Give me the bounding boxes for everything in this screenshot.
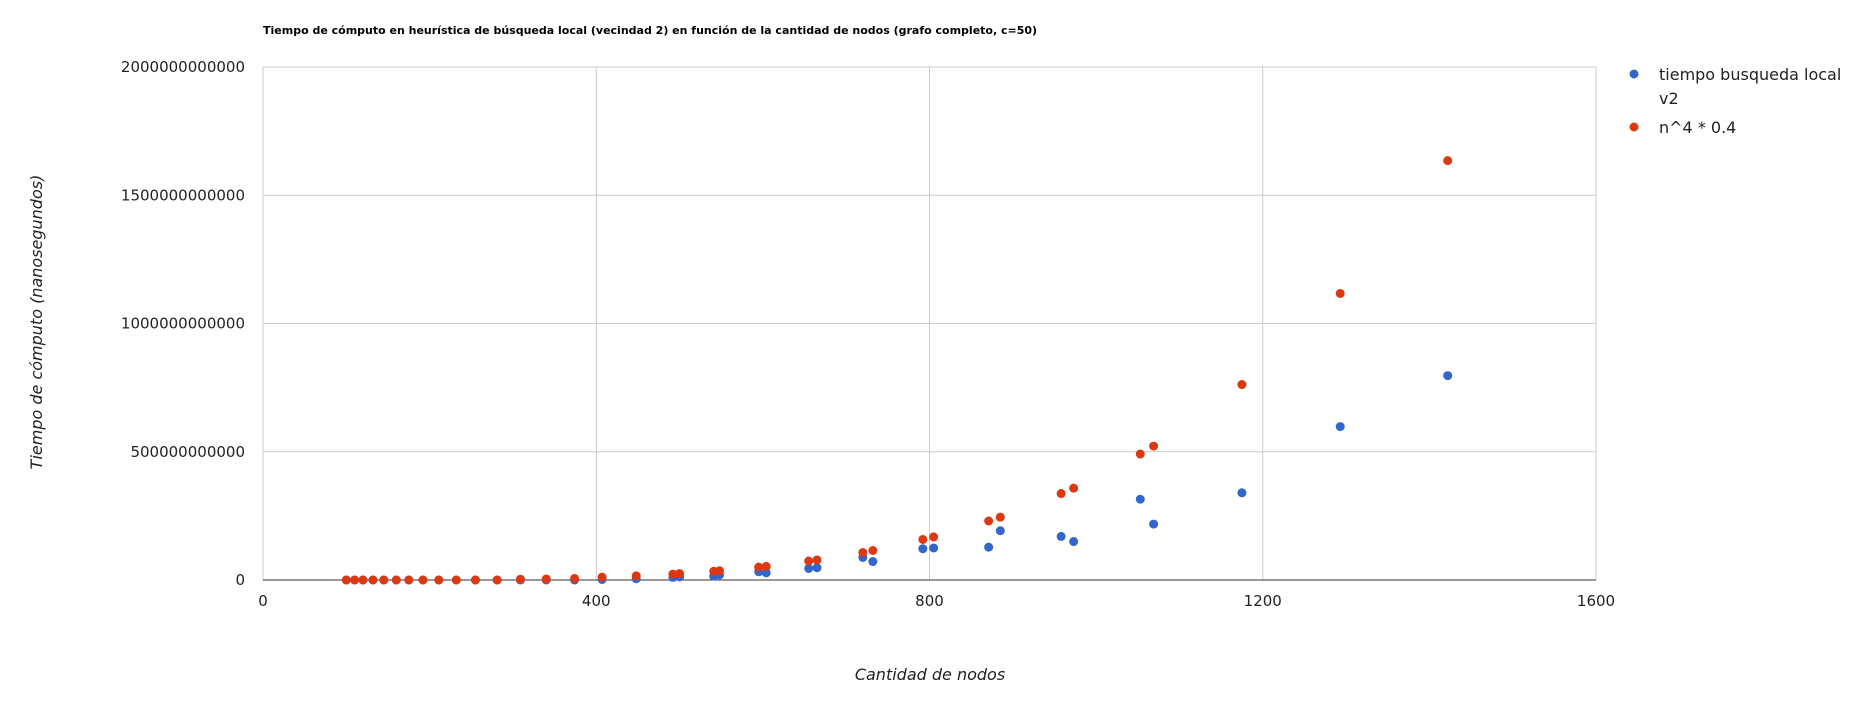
legend-marker-series-2 [1629, 122, 1639, 132]
data-point-series-2 [1056, 489, 1066, 499]
legend-label-series-1-line-1: tiempo busqueda local [1659, 65, 1841, 84]
x-axis-label: Cantidad de nodos [855, 665, 1005, 684]
y-tick-label: 500000000000 [130, 443, 245, 461]
data-point-series-1 [804, 563, 814, 573]
y-tick-label: 1500000000000 [121, 186, 245, 204]
data-point-series-1 [812, 563, 822, 573]
data-point-series-2 [570, 573, 580, 583]
data-point-series-1 [868, 557, 878, 567]
x-tick-label: 1200 [1244, 592, 1282, 610]
data-point-series-2 [1069, 483, 1079, 493]
data-point-series-2 [434, 575, 444, 585]
x-tick-label: 400 [582, 592, 611, 610]
y-axis-label: Tiempo de cómputo (nanosegundos) [27, 175, 46, 470]
legend-label-series-1-line-2: v2 [1659, 89, 1679, 108]
y-tick-label: 2000000000000 [121, 58, 245, 76]
data-point-series-2 [1335, 288, 1345, 298]
data-point-series-1 [1135, 494, 1145, 504]
data-point-series-1 [918, 544, 928, 554]
data-point-series-2 [341, 575, 351, 585]
data-point-series-2 [541, 574, 551, 584]
data-point-series-2 [754, 562, 764, 572]
y-tick-label: 1000000000000 [121, 315, 245, 333]
data-point-series-2 [675, 569, 685, 579]
data-point-series-1 [1443, 371, 1453, 381]
data-point-series-2 [918, 534, 928, 544]
data-point-series-2 [358, 575, 368, 585]
data-point-series-2 [1149, 441, 1159, 451]
data-point-series-2 [451, 575, 461, 585]
data-point-series-2 [515, 574, 525, 584]
data-point-series-2 [492, 575, 502, 585]
data-point-series-2 [761, 561, 771, 571]
data-point-series-2 [631, 571, 641, 581]
chart-title: Tiempo de cómputo en heurística de búsqu… [263, 24, 1037, 37]
data-point-series-2 [1135, 449, 1145, 459]
data-point-series-1 [984, 542, 994, 552]
x-tick-label: 800 [915, 592, 944, 610]
data-point-series-2 [470, 575, 480, 585]
data-point-series-1 [995, 526, 1005, 536]
data-point-series-2 [812, 555, 822, 565]
data-point-series-2 [804, 556, 814, 566]
data-point-series-2 [858, 548, 868, 558]
x-tick-label: 0 [258, 592, 268, 610]
grid [262, 66, 1597, 580]
legend-marker-series-1 [1629, 69, 1639, 79]
data-point-series-2 [715, 566, 725, 576]
tick-labels: 0 500000000000 1000000000000 1500000000000 2… [121, 58, 1615, 610]
legend: tiempo busqueda local v2 n^4 * 0.4 [1629, 65, 1841, 137]
data-point-series-2 [1443, 156, 1453, 166]
data-point-series-2 [995, 512, 1005, 522]
data-point-series-2 [350, 575, 360, 585]
y-tick-label: 0 [235, 571, 245, 589]
data-point-series-2 [597, 572, 607, 582]
data-point-series-2 [668, 569, 678, 579]
data-points [341, 156, 1453, 585]
data-point-series-2 [984, 516, 994, 526]
data-point-series-2 [929, 532, 939, 542]
data-point-series-2 [1237, 380, 1247, 390]
data-point-series-1 [1069, 537, 1079, 547]
data-point-series-1 [1056, 531, 1066, 541]
legend-label-series-2: n^4 * 0.4 [1659, 118, 1736, 137]
data-point-series-2 [868, 546, 878, 556]
x-tick-label: 1600 [1577, 592, 1615, 610]
data-point-series-2 [391, 575, 401, 585]
data-point-series-1 [1237, 488, 1247, 498]
data-point-series-1 [1335, 422, 1345, 432]
data-point-series-1 [1149, 519, 1159, 529]
data-point-series-1 [761, 568, 771, 578]
data-point-series-2 [379, 575, 389, 585]
data-point-series-2 [368, 575, 378, 585]
data-point-series-1 [929, 543, 939, 553]
data-point-series-2 [404, 575, 414, 585]
data-point-series-2 [418, 575, 428, 585]
